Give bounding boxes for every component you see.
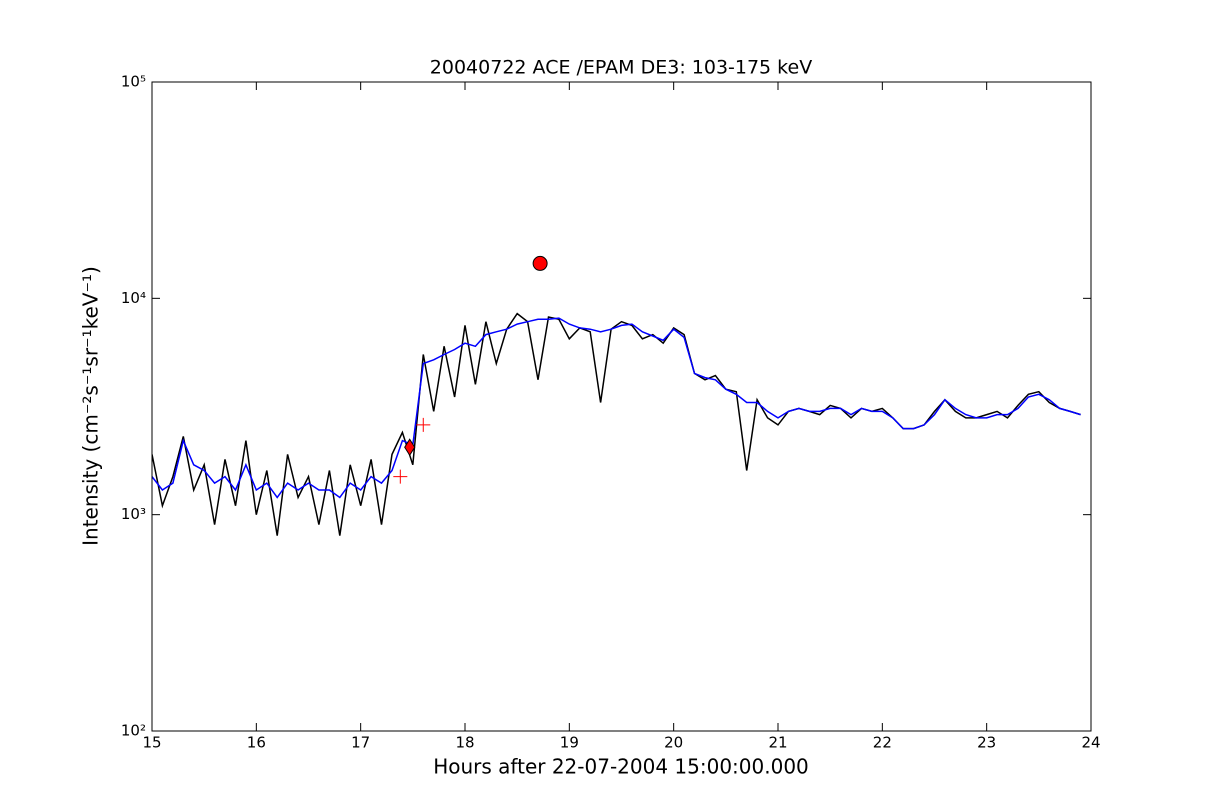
x-tick-label: 23 <box>977 734 996 752</box>
y-axis-label: Intensity (cm⁻²s⁻¹sr⁻¹keV⁻¹) <box>79 266 103 546</box>
chart-title: 20040722 ACE /EPAM DE3: 103-175 keV <box>430 57 812 79</box>
x-tick-label: 22 <box>873 734 892 752</box>
x-tick-label: 16 <box>247 734 266 752</box>
x-tick-label: 17 <box>351 734 370 752</box>
x-tick-label: 24 <box>1081 734 1100 752</box>
data-line <box>152 317 1081 499</box>
marker-plus <box>416 417 431 432</box>
marker-diamond <box>404 438 416 457</box>
x-axis-label: Hours after 22-07-2004 15:00:00.000 <box>433 755 809 779</box>
y-tick-label: 10⁵ <box>121 73 146 91</box>
y-tick-label: 10⁴ <box>121 289 146 307</box>
x-tick-label: 21 <box>768 734 787 752</box>
x-tick-label: 15 <box>142 734 161 752</box>
plot-frame <box>151 81 1092 732</box>
y-tick-label: 10² <box>121 722 146 740</box>
marker-circle <box>532 255 548 271</box>
y-tick-label: 10³ <box>121 505 146 523</box>
x-tick-label: 18 <box>455 734 474 752</box>
x-tick-label: 20 <box>664 734 683 752</box>
marker-plus <box>393 469 408 484</box>
x-tick-label: 19 <box>560 734 579 752</box>
